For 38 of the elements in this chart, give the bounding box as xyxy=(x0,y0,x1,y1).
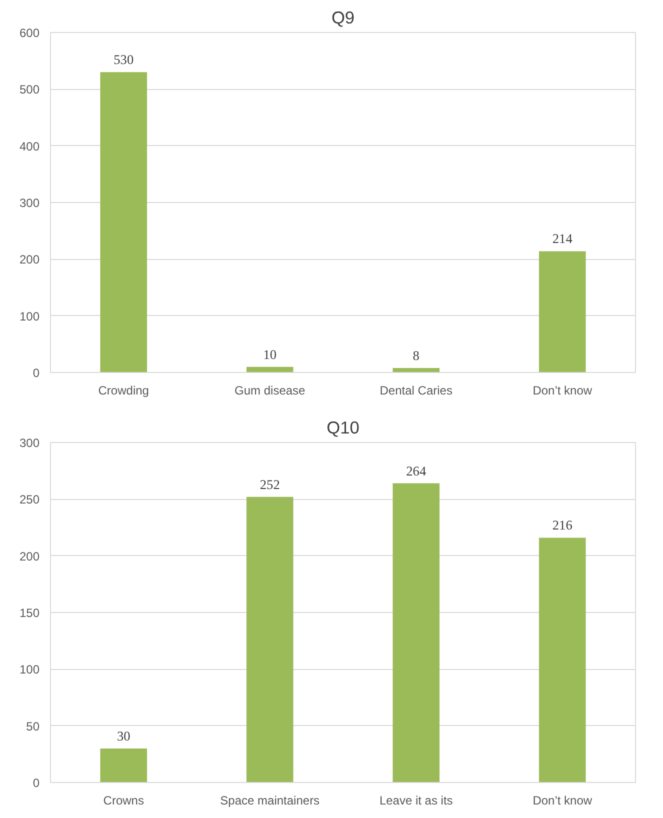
y-tick-label: 300 xyxy=(19,436,40,450)
y-tick-label: 200 xyxy=(19,549,40,564)
chart-title: Q10 xyxy=(326,418,360,438)
x-tick-label: Crowns xyxy=(103,794,144,808)
x-tick-label: Leave it as its xyxy=(379,794,453,808)
y-tick-label: 0 xyxy=(32,366,40,380)
bar xyxy=(100,748,148,782)
data-label: 30 xyxy=(116,728,131,744)
bar xyxy=(100,72,148,372)
data-label: 10 xyxy=(263,346,277,362)
bar xyxy=(538,538,586,782)
y-tick-label: 0 xyxy=(32,776,40,790)
data-label: 252 xyxy=(260,476,280,492)
data-label: 8 xyxy=(412,348,420,363)
x-tick-label: Gum disease xyxy=(234,384,306,398)
y-tick-label: 300 xyxy=(19,196,40,210)
y-tick-label: 200 xyxy=(19,252,40,267)
x-tick-label: Don’t know xyxy=(532,384,592,398)
x-tick-label: Crowding xyxy=(98,384,149,398)
x-tick-label: Don’t know xyxy=(532,794,592,808)
bar xyxy=(392,483,440,782)
bar xyxy=(246,496,294,782)
data-label: 530 xyxy=(114,52,134,68)
y-tick-label: 250 xyxy=(19,492,40,507)
y-tick-label: 500 xyxy=(19,82,40,97)
y-tick-label: 50 xyxy=(26,719,40,734)
bar xyxy=(538,251,586,372)
x-tick-label: Space maintainers xyxy=(220,794,320,808)
y-tick-label: 150 xyxy=(19,606,40,620)
chart-title: Q9 xyxy=(331,8,355,28)
y-tick-label: 400 xyxy=(19,139,40,154)
data-label: 216 xyxy=(552,518,573,533)
y-tick-label: 600 xyxy=(19,26,40,40)
x-tick-label: Dental Caries xyxy=(380,384,452,398)
data-label: 264 xyxy=(406,463,426,478)
data-label: 214 xyxy=(552,231,573,246)
y-tick-label: 100 xyxy=(19,309,40,324)
y-tick-label: 100 xyxy=(19,662,40,677)
